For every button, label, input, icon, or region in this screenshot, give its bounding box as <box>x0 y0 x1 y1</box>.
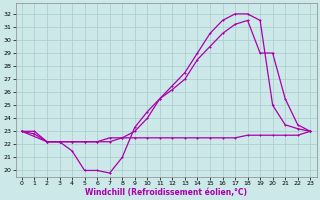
X-axis label: Windchill (Refroidissement éolien,°C): Windchill (Refroidissement éolien,°C) <box>85 188 247 197</box>
